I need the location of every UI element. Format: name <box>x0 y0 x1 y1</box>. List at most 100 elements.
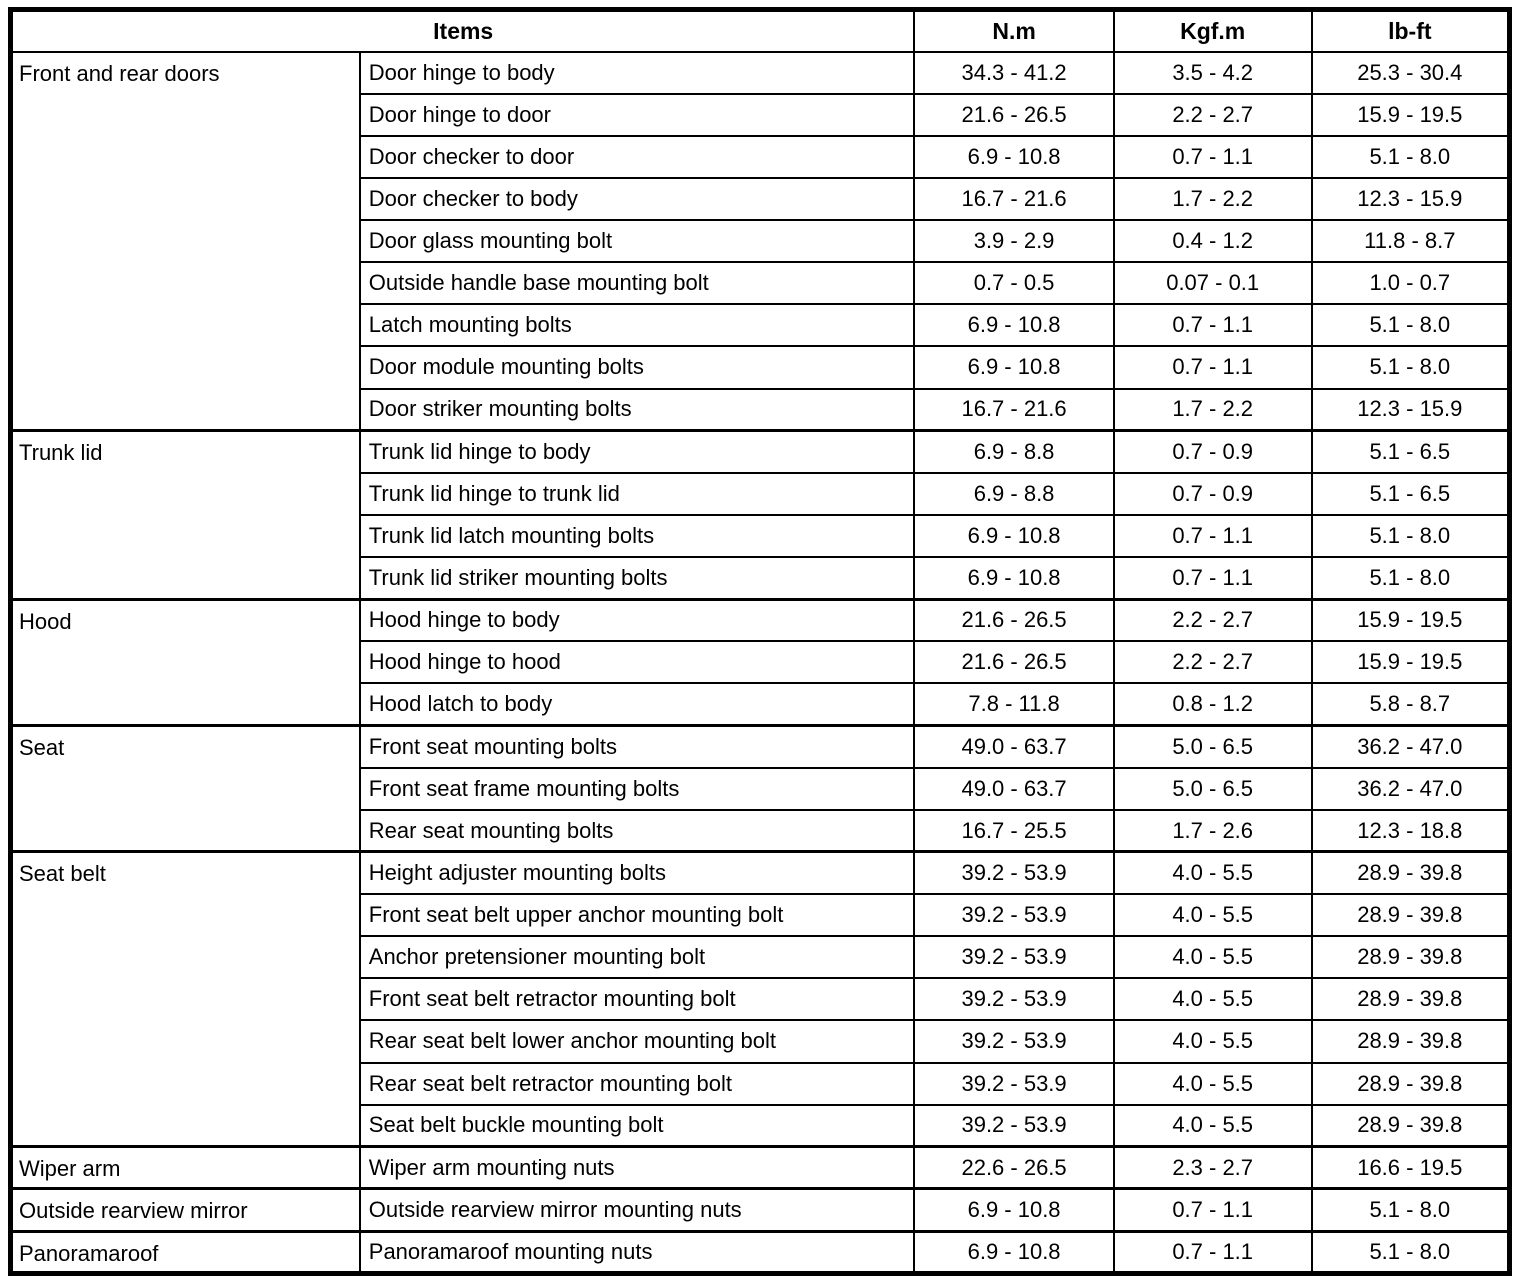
kgfm-value-cell: 0.7 - 1.1 <box>1112 303 1313 348</box>
item-cell: Hood latch to body <box>358 682 916 727</box>
kgfm-value-cell: 4.0 - 5.5 <box>1112 1061 1313 1106</box>
lbft-value-cell: 15.9 - 19.5 <box>1310 92 1511 137</box>
lbft-value-cell: 5.1 - 8.0 <box>1310 134 1511 179</box>
item-cell: Rear seat belt retractor mounting bolt <box>358 1061 916 1106</box>
lbft-value-cell: 15.9 - 19.5 <box>1310 597 1511 643</box>
kgfm-value-cell: 5.0 - 6.5 <box>1112 723 1313 769</box>
nm-value-cell: 7.8 - 11.8 <box>913 682 1115 727</box>
lbft-value-cell: 36.2 - 47.0 <box>1310 766 1511 811</box>
nm-value-cell: 39.2 - 53.9 <box>913 1019 1115 1064</box>
table-row: Wiper arm Wiper arm mounting nuts 22.6 - 2… <box>9 1145 1511 1190</box>
table-row: Front and rear doors Door hinge to body 34… <box>9 50 1511 432</box>
item-cell: Door checker to door <box>358 134 916 179</box>
nm-value-cell: 6.9 - 10.8 <box>913 555 1115 601</box>
nm-value-cell: 6.9 - 8.8 <box>913 471 1115 516</box>
item-cell: Latch mounting bolts <box>358 303 916 348</box>
kgfm-value-cell: 4.0 - 5.5 <box>1112 850 1313 896</box>
kgfm-value-cell: 4.0 - 5.5 <box>1112 1019 1313 1064</box>
lbft-value-cell: 5.8 - 8.7 <box>1310 682 1511 727</box>
nm-value-cell: 39.2 - 53.9 <box>913 892 1115 938</box>
kgfm-value-cell: 1.7 - 2.6 <box>1112 808 1313 853</box>
item-cell: Trunk lid hinge to trunk lid <box>358 471 916 516</box>
nm-value-cell: 0.7 - 0.5 <box>913 261 1115 306</box>
spec-table-body: Front and rear doors Door hinge to body 34… <box>9 50 1511 1275</box>
item-cell: Outside handle base mounting bolt <box>358 261 916 306</box>
table-row: Front seat frame mounting bolts 49.0 - 63… <box>11 766 1511 811</box>
table-row: Door module mounting bolts 6.9 - 10.8 0.7 … <box>11 345 1511 390</box>
lbft-value-cell: 15.9 - 19.5 <box>1310 640 1511 685</box>
lbft-value-cell: 5.1 - 8.0 <box>1310 303 1511 348</box>
torque-spec-table: Items N.m Kgf.m lb-ft Front and rear doo… <box>8 7 1512 1276</box>
table-row: Door hinge to door 21.6 - 26.5 2.2 - 2.7 15… <box>11 92 1511 137</box>
kgfm-value-cell: 0.7 - 1.1 <box>1112 1229 1313 1275</box>
table-row: Seat belt buckle mounting bolt 39.2 - 53.… <box>11 1103 1511 1148</box>
category-cell: Seat belt <box>9 850 361 1148</box>
category-cell: Hood <box>9 597 361 727</box>
item-cell: Hood hinge to hood <box>358 640 916 685</box>
item-cell: Trunk lid hinge to body <box>358 429 916 474</box>
lbft-value-cell: 12.3 - 15.9 <box>1310 176 1511 222</box>
category-cell: Wiper arm <box>9 1145 361 1190</box>
item-cell: Front seat belt retractor mounting bolt <box>358 977 916 1022</box>
lbft-value-cell: 28.9 - 39.8 <box>1310 977 1511 1022</box>
lbft-column-header: lb-ft <box>1310 8 1511 53</box>
nm-value-cell: 21.6 - 26.5 <box>913 597 1115 643</box>
item-cell: Wiper arm mounting nuts <box>358 1145 916 1190</box>
table-row: Hood latch to body 7.8 - 11.8 0.8 - 1.2 5.8… <box>11 682 1511 727</box>
category-cell: Panoramaroof <box>9 1229 361 1275</box>
kgfm-value-cell: 0.7 - 1.1 <box>1112 134 1313 179</box>
nm-value-cell: 6.9 - 10.8 <box>913 303 1115 348</box>
kgfm-value-cell: 1.7 - 2.2 <box>1112 176 1313 222</box>
table-row: Trunk lid striker mounting bolts 6.9 - 10… <box>11 555 1511 601</box>
nm-value-cell: 6.9 - 10.8 <box>913 134 1115 179</box>
nm-value-cell: 39.2 - 53.9 <box>913 1103 1115 1148</box>
nm-value-cell: 21.6 - 26.5 <box>913 640 1115 685</box>
item-cell: Seat belt buckle mounting bolt <box>358 1103 916 1148</box>
nm-value-cell: 21.6 - 26.5 <box>913 92 1115 137</box>
lbft-value-cell: 5.1 - 8.0 <box>1310 1187 1511 1233</box>
kgfm-value-cell: 4.0 - 5.5 <box>1112 1103 1313 1148</box>
item-cell: Height adjuster mounting bolts <box>358 850 916 896</box>
item-cell: Trunk lid latch mounting bolts <box>358 513 916 559</box>
lbft-value-cell: 16.6 - 19.5 <box>1310 1145 1511 1190</box>
item-cell: Front seat frame mounting bolts <box>358 766 916 811</box>
kgfm-value-cell: 2.2 - 2.7 <box>1112 640 1313 685</box>
table-row: Seat Front seat mounting bolts 49.0 - 63.7… <box>9 723 1511 853</box>
nm-value-cell: 3.9 - 2.9 <box>913 218 1115 264</box>
table-row: Trunk lid hinge to trunk lid 6.9 - 8.8 0.7… <box>11 471 1511 516</box>
lbft-value-cell: 5.1 - 6.5 <box>1310 471 1511 516</box>
item-cell: Door glass mounting bolt <box>358 218 916 264</box>
kgfm-value-cell: 0.7 - 0.9 <box>1112 429 1313 474</box>
kgfm-value-cell: 4.0 - 5.5 <box>1112 935 1313 980</box>
lbft-value-cell: 12.3 - 18.8 <box>1310 808 1511 853</box>
nm-value-cell: 49.0 - 63.7 <box>913 766 1115 811</box>
item-cell: Anchor pretensioner mounting bolt <box>358 935 916 980</box>
table-row: Rear seat belt lower anchor mounting bol… <box>11 1019 1511 1064</box>
item-cell: Door checker to body <box>358 176 916 222</box>
table-row: Door checker to body 16.7 - 21.6 1.7 - 2.2… <box>11 176 1511 222</box>
lbft-value-cell: 11.8 - 8.7 <box>1310 218 1511 264</box>
lbft-value-cell: 28.9 - 39.8 <box>1310 1019 1511 1064</box>
lbft-value-cell: 1.0 - 0.7 <box>1310 261 1511 306</box>
item-cell: Rear seat mounting bolts <box>358 808 916 853</box>
nm-value-cell: 39.2 - 53.9 <box>913 935 1115 980</box>
kgfm-value-cell: 2.2 - 2.7 <box>1112 92 1313 137</box>
lbft-value-cell: 5.1 - 8.0 <box>1310 513 1511 559</box>
lbft-value-cell: 12.3 - 15.9 <box>1310 387 1511 432</box>
table-row: Hood Hood hinge to body 21.6 - 26.5 2.2 - 2… <box>9 597 1511 727</box>
nm-value-cell: 6.9 - 10.8 <box>913 1187 1115 1233</box>
item-cell: Hood hinge to body <box>358 597 916 643</box>
lbft-value-cell: 28.9 - 39.8 <box>1310 1061 1511 1106</box>
table-row: Outside handle base mounting bolt 0.7 - 0… <box>11 261 1511 306</box>
nm-value-cell: 6.9 - 10.8 <box>913 513 1115 559</box>
table-row: Anchor pretensioner mounting bolt 39.2 - … <box>11 935 1511 980</box>
lbft-value-cell: 5.1 - 8.0 <box>1310 555 1511 601</box>
nm-value-cell: 6.9 - 10.8 <box>913 345 1115 390</box>
lbft-value-cell: 28.9 - 39.8 <box>1310 1103 1511 1148</box>
category-cell: Front and rear doors <box>9 50 361 432</box>
table-row: Outside rearview mirror Outside rearview … <box>9 1187 1511 1233</box>
kgfm-value-cell: 2.3 - 2.7 <box>1112 1145 1313 1190</box>
nm-value-cell: 22.6 - 26.5 <box>913 1145 1115 1190</box>
kgfm-value-cell: 0.7 - 1.1 <box>1112 345 1313 390</box>
